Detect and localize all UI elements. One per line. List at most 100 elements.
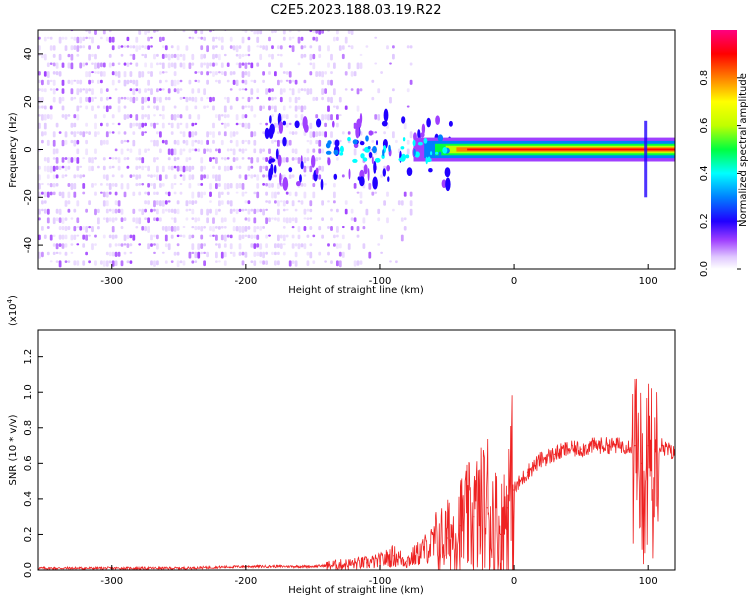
heat-cell: [41, 208, 44, 212]
heat-cell: [291, 200, 295, 207]
heat-cell: [247, 105, 251, 108]
snr-panel: -300 -200 -100 0 100 0.00.20.40.60.81.01.2 H…: [6, 295, 676, 596]
heat-cell: [108, 191, 112, 195]
heat-cell: [144, 208, 147, 213]
heat-cell: [294, 45, 298, 50]
heat-cell: [132, 191, 136, 197]
heat-cell: [108, 217, 112, 222]
heat-cell: [173, 157, 177, 162]
heat-cell: [85, 243, 88, 249]
heat-cell: [167, 226, 171, 231]
heat-cell: [218, 200, 221, 207]
heat-cell: [153, 183, 156, 190]
heat-cell: [102, 200, 106, 207]
heat-cell: [97, 165, 100, 169]
heat-cell: [341, 131, 345, 135]
heat-cell: [85, 96, 88, 102]
heat-cell: [279, 71, 283, 75]
heat-cell: [327, 226, 330, 229]
heat-cell: [238, 234, 242, 241]
heat-cell: [265, 183, 268, 187]
heat-cell: [91, 243, 94, 251]
heat-cell: [144, 165, 147, 168]
heat-cell: [256, 148, 260, 154]
heat-cell: [232, 174, 236, 178]
heat-cell: [238, 122, 242, 126]
heat-cell: [111, 226, 115, 233]
heat-cell: [223, 122, 227, 129]
heat-cell: [170, 122, 174, 129]
heat-cell: [100, 62, 103, 68]
heat-cell: [215, 53, 218, 59]
heat-cell: [46, 79, 50, 85]
heat-cell: [229, 88, 233, 91]
heat-cell: [200, 30, 204, 35]
heat-cell: [229, 114, 233, 117]
heat-cell: [76, 243, 80, 246]
heat-cell: [341, 226, 345, 229]
heat-cell: [105, 131, 109, 138]
heat-cell: [64, 131, 68, 138]
heat-cell: [223, 226, 227, 229]
heat-cell: [309, 88, 313, 95]
colorbar-tick-label: 0.8: [699, 70, 710, 86]
heat-cell: [94, 53, 97, 60]
heat-cell: [159, 157, 162, 161]
heat-cell: [285, 200, 289, 205]
heat-cell: [247, 200, 251, 205]
heat-cell: [188, 148, 192, 153]
heat-cell: [159, 174, 162, 181]
heat-cell: [167, 53, 171, 61]
heat-cell: [215, 114, 218, 119]
heat-cell: [114, 157, 118, 160]
heat-cell: [244, 217, 248, 221]
snr-point: [178, 567, 180, 569]
heat-cell: [114, 234, 118, 239]
heat-cell: [303, 123, 309, 133]
heat-cell: [220, 234, 224, 241]
heat-cell: [218, 174, 221, 182]
heat-cell: [282, 79, 286, 84]
heat-cell: [194, 200, 198, 204]
heat-cell: [141, 96, 145, 104]
heat-cell: [179, 183, 183, 186]
heat-cell: [271, 105, 274, 110]
heat-cell: [76, 234, 80, 237]
heat-cell: [82, 96, 86, 104]
heat-cell: [400, 234, 404, 242]
heat-cell: [288, 260, 292, 267]
heat-cell: [253, 131, 257, 137]
heat-cell: [108, 183, 112, 190]
heat-cell: [203, 148, 206, 154]
heat-cell: [73, 79, 77, 82]
heat-cell: [218, 191, 221, 199]
heat-cell: [250, 234, 254, 239]
heat-cell: [259, 148, 263, 154]
heat-cell: [108, 260, 112, 264]
heat-cell: [173, 79, 177, 87]
heat-spike: [644, 120, 648, 198]
heat-cell: [209, 96, 212, 103]
heat-cell: [49, 88, 53, 91]
heat-cell: [150, 122, 153, 127]
heat-cell: [156, 165, 159, 173]
heat-cell: [395, 114, 398, 118]
colorbar-label: Normalized spectral amplitude: [738, 73, 749, 227]
heat-cell: [153, 96, 156, 104]
colorbar: 0.00.20.40.60.8 Normalized spectral ampl…: [699, 30, 749, 277]
heat-cell: [182, 62, 186, 70]
heat-cell: [138, 191, 142, 196]
heat-cell: [91, 226, 94, 233]
heat-cell: [147, 88, 150, 91]
heat-cell: [229, 234, 233, 239]
heat-cell: [303, 105, 307, 110]
heat-cell: [409, 79, 413, 85]
heat-cell: [235, 174, 239, 179]
heat-cell: [138, 71, 142, 78]
heat-cell: [64, 174, 68, 177]
heat-cell: [105, 174, 109, 181]
heat-cell: [150, 183, 153, 187]
heat-cell: [94, 62, 97, 70]
heat-cell: [58, 131, 62, 134]
heat-cell: [264, 127, 270, 140]
